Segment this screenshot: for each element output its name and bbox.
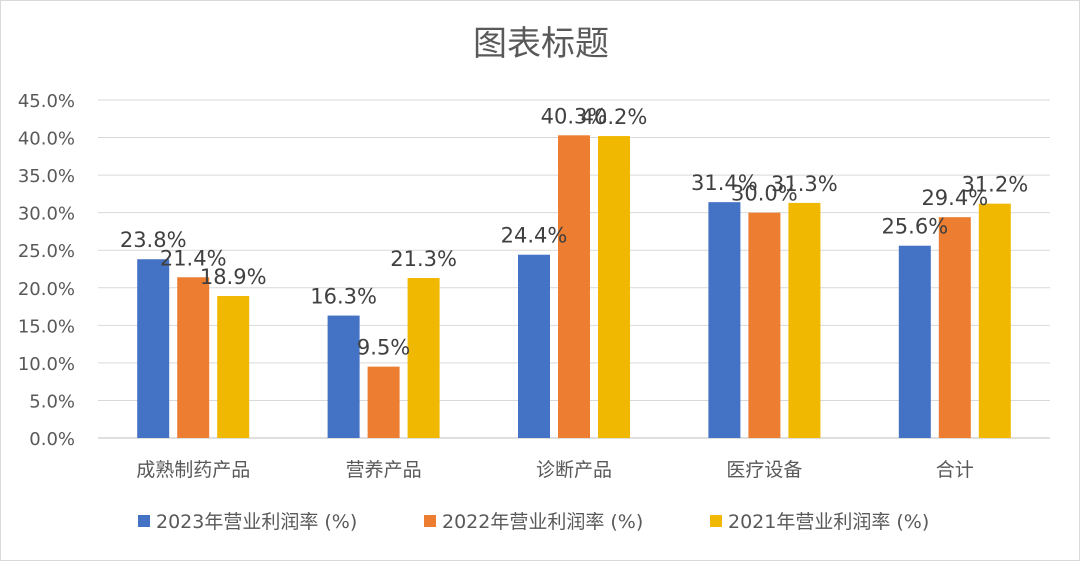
data-label: 31.4% [691,171,758,195]
y-tick-label: 10.0% [18,354,75,375]
data-label: 21.4% [160,246,227,270]
legend-swatch [710,515,722,527]
legend-swatch [424,515,436,527]
bar [137,259,170,438]
y-axis: 0.0% 5.0% 10.0% 15.0% 20.0% 25.0% 30.0% 35.0% 40… [18,91,75,450]
data-label: 21.3% [390,247,457,271]
data-label: 29.4% [921,186,988,210]
y-tick-label: 25.0% [18,241,75,262]
data-label: 24.4% [501,224,568,248]
bar [558,135,590,438]
bar [367,366,400,438]
bar [217,296,250,438]
x-tick-label: 营养产品 [346,459,422,481]
legend-swatch [138,515,150,527]
data-labels: 23.8%21.4%18.9% 16.3% 9.5% 21.3% 24.4% 40.3%4… [120,104,1028,359]
data-label: 9.5% [357,336,410,360]
bar [708,202,741,438]
data-label: 18.9% [200,265,267,289]
x-tick-label: 合计 [936,459,974,481]
bars [137,135,1011,438]
y-tick-label: 20.0% [18,279,75,300]
bar [938,217,971,438]
bar [177,277,210,438]
x-tick-label: 成熟制药产品 [136,459,250,481]
legend-label: 2021年营业利润率 (%) [728,511,929,533]
data-label: 40.3% [541,104,608,128]
bar [327,315,360,438]
data-label: 40.2% [581,105,648,129]
data-label: 30.0% [731,182,798,206]
x-axis: 成熟制药产品 营养产品 诊断产品 医疗设备 合计 [136,459,974,481]
x-tick-label: 医疗设备 [726,459,802,481]
data-label: 31.2% [961,173,1028,197]
data-label: 31.3% [771,172,838,196]
y-tick-label: 0.0% [29,429,75,450]
bar [407,278,440,438]
y-tick-label: 40.0% [18,129,75,150]
legend-label: 2022年营业利润率 (%) [442,511,643,533]
bar [898,245,931,438]
bar [788,202,821,438]
data-label: 23.8% [120,228,187,252]
data-label: 25.6% [881,215,948,239]
x-tick-label: 诊断产品 [536,459,612,481]
chart-title: 图表标题 [473,24,609,64]
bar [598,136,630,438]
bar [978,203,1011,438]
legend-label: 2023年营业利润率 (%) [156,511,357,533]
y-tick-label: 35.0% [18,166,75,187]
legend: 2023年营业利润率 (%) 2022年营业利润率 (%) 2021年营业利润率 (… [138,511,929,533]
y-tick-label: 45.0% [18,91,75,112]
bar [518,254,550,438]
y-tick-label: 15.0% [18,316,75,337]
y-tick-label: 30.0% [18,204,75,225]
data-label: 16.3% [310,285,377,309]
bar [748,212,781,438]
y-tick-label: 5.0% [29,391,75,412]
